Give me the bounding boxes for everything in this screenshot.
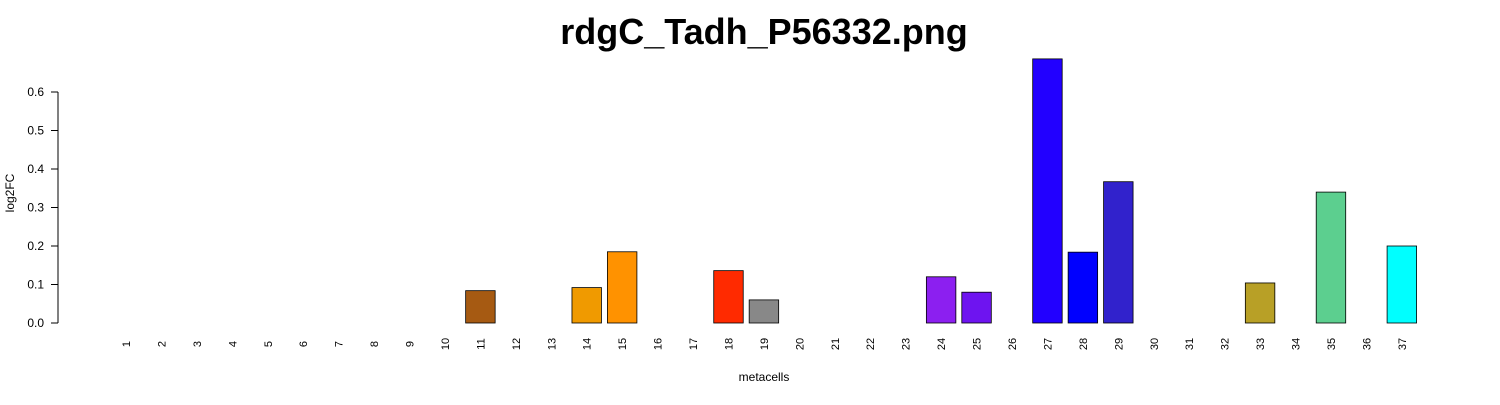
x-tick-label: 26 xyxy=(1007,338,1019,350)
x-tick-label: 29 xyxy=(1113,338,1125,350)
x-tick-label: 25 xyxy=(972,338,984,350)
x-tick-label: 11 xyxy=(475,338,487,349)
x-tick-label: 30 xyxy=(1149,338,1161,350)
y-tick-label: 0.6 xyxy=(27,85,44,99)
x-tick-label: 15 xyxy=(617,338,629,350)
bar xyxy=(1103,181,1134,324)
x-tick-label: 28 xyxy=(1078,338,1090,350)
x-tick-label: 19 xyxy=(759,338,771,350)
x-tick-label: 36 xyxy=(1361,338,1373,350)
x-tick-label: 21 xyxy=(830,338,842,350)
x-tick-label: 23 xyxy=(901,338,913,350)
bar xyxy=(1067,251,1099,324)
y-tick-label: 0.0 xyxy=(27,316,44,330)
y-tick-label: 0.1 xyxy=(27,278,44,292)
x-tick-label: 33 xyxy=(1255,338,1267,350)
bar xyxy=(1244,282,1276,324)
bar xyxy=(713,270,744,324)
x-tick-label: 2 xyxy=(156,341,168,347)
x-tick-label: 9 xyxy=(405,341,417,347)
bar xyxy=(925,276,957,324)
x-tick-label: 6 xyxy=(298,341,310,347)
x-tick-label: 7 xyxy=(334,341,346,347)
bar xyxy=(465,290,496,324)
bar xyxy=(1032,58,1063,324)
bar xyxy=(1386,245,1417,324)
x-tick-label: 24 xyxy=(936,338,948,350)
bar xyxy=(1315,191,1347,324)
x-tick-label: 20 xyxy=(794,338,806,350)
y-tick-label: 0.3 xyxy=(27,201,44,215)
chart-title: rdgC_Tadh_P56332.png xyxy=(560,11,967,52)
x-tick-label: 37 xyxy=(1397,338,1409,350)
x-tick-label: 35 xyxy=(1326,338,1338,350)
x-tick-label: 31 xyxy=(1184,338,1196,350)
x-tick-label: 17 xyxy=(688,338,700,350)
x-tick-label: 14 xyxy=(582,338,594,350)
bar xyxy=(748,299,780,324)
x-tick-label: 5 xyxy=(263,341,275,347)
x-axis-label: metacells xyxy=(739,370,790,384)
x-tick-label: 16 xyxy=(653,338,665,350)
bar xyxy=(607,251,638,324)
x-tick-label: 32 xyxy=(1220,338,1232,350)
x-tick-label: 8 xyxy=(369,341,381,347)
x-tick-label: 12 xyxy=(511,338,523,350)
x-tick-label: 22 xyxy=(865,338,877,350)
x-tick-label: 18 xyxy=(723,338,735,350)
y-tick-label: 0.5 xyxy=(27,124,44,138)
x-tick-label: 10 xyxy=(440,338,452,350)
x-tick-label: 27 xyxy=(1042,338,1054,350)
y-tick-label: 0.4 xyxy=(27,162,44,176)
y-axis-label: log2FC xyxy=(3,173,17,212)
x-tick-label: 1 xyxy=(121,341,133,347)
bar xyxy=(961,291,992,324)
x-tick-label: 34 xyxy=(1291,338,1303,350)
x-tick-label: 3 xyxy=(192,341,204,347)
x-tick-label: 4 xyxy=(227,341,239,347)
y-tick-label: 0.2 xyxy=(27,239,44,253)
bar xyxy=(571,287,602,324)
x-tick-label: 13 xyxy=(546,338,558,350)
